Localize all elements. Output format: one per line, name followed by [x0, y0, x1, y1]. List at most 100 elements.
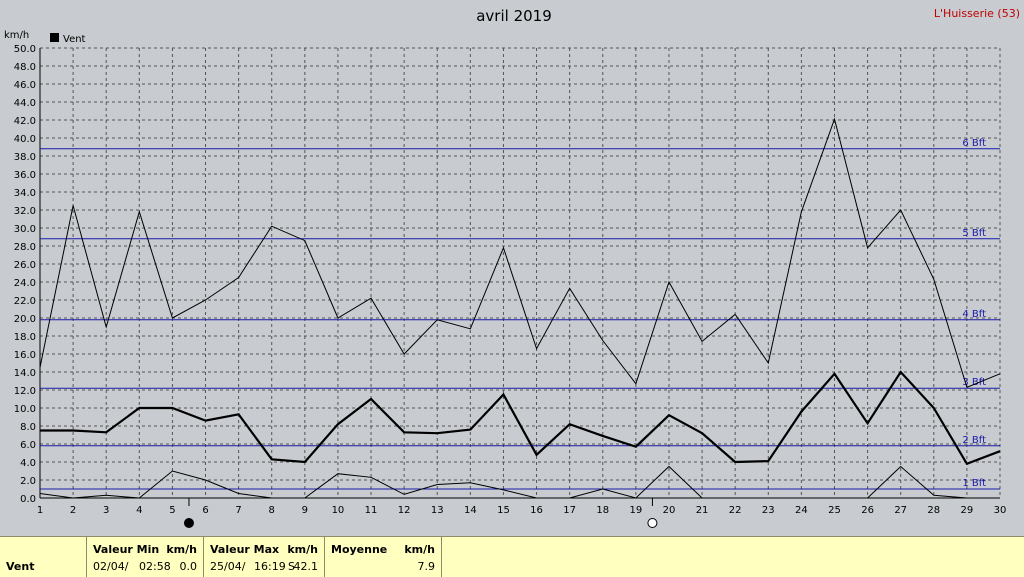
- x-tick-label: 25: [828, 505, 841, 516]
- y-tick-label: 28.0: [14, 242, 36, 253]
- beaufort-label: 2 Bft: [962, 435, 986, 446]
- x-tick-labels: 1 2 3 4 5 6 7 8 9 10 11 12 13 14 15 16 17 18 19 20 21 22 23 24 2…: [37, 505, 1007, 516]
- y-tick-label: 32.0: [14, 206, 36, 217]
- y-tick-label: 46.0: [14, 80, 36, 91]
- y-tick-label: 24.0: [14, 278, 36, 289]
- x-tick-label: 9: [302, 505, 308, 516]
- x-tick-label: 20: [663, 505, 676, 516]
- beaufort-label: 3 Bft: [962, 377, 986, 388]
- grid: [39, 47, 1001, 499]
- wind-chart: 1 Bft 2 Bft 3 Bft 4 Bft 5 Bft 6 Bft 0.0 2.0 4.0…: [4, 7, 1020, 528]
- x-tick-label: 4: [136, 505, 142, 516]
- x-tick-label: 2: [70, 505, 76, 516]
- x-tick-label: 28: [927, 505, 940, 516]
- y-tick-label: 44.0: [14, 98, 36, 109]
- x-tick-label: 5: [169, 505, 175, 516]
- beaufort-lines: 1 Bft 2 Bft 3 Bft 4 Bft 5 Bft 6 Bft: [40, 138, 1000, 490]
- full-moon-icon: [647, 518, 658, 528]
- legend-swatch: [50, 33, 59, 42]
- y-tick-labels: 0.0 2.0 4.0 6.0 8.0 10.0 12.0 14.0 16.0 18.0 20.0 2…: [14, 44, 36, 505]
- max-time: 16:19: [254, 560, 286, 573]
- beaufort-label: 1 Bft: [962, 478, 986, 489]
- y-tick-label: 6.0: [20, 440, 36, 451]
- beaufort-label: 6 Bft: [962, 138, 986, 149]
- new-moon-icon: [183, 518, 194, 528]
- chart-title: avril 2019: [476, 7, 552, 25]
- x-tick-label: 27: [894, 505, 907, 516]
- footer-label-cell: Vent: [0, 537, 87, 577]
- y-tick-label: 38.0: [14, 152, 36, 163]
- max-header: Valeur Max: [210, 543, 280, 556]
- y-tick-label: 10.0: [14, 404, 36, 415]
- plot-background: [40, 48, 1000, 498]
- x-tick-label: 23: [762, 505, 775, 516]
- y-tick-label: 36.0: [14, 170, 36, 181]
- max-direction: S: [288, 560, 295, 573]
- legend-label: Vent: [63, 34, 86, 45]
- x-tick-label: 10: [332, 505, 345, 516]
- x-tick-label: 14: [464, 505, 477, 516]
- max-value: 42.1: [293, 560, 319, 573]
- series-line-min: [39, 465, 1000, 499]
- x-tick-label: 7: [235, 505, 241, 516]
- y-tick-label: 22.0: [14, 296, 36, 307]
- max-date: 25/04/: [210, 560, 246, 573]
- y-tick-label: 14.0: [14, 368, 36, 379]
- series-line-mean: [40, 370, 1001, 466]
- x-tick-label: 24: [795, 505, 808, 516]
- footer-mean-cell: Moyenne km/h 7.9: [325, 537, 442, 577]
- x-tick-label: 21: [696, 505, 709, 516]
- y-tick-label: 2.0: [20, 476, 36, 487]
- x-tick-label: 8: [269, 505, 275, 516]
- max-unit: km/h: [287, 543, 318, 556]
- x-tick-label: 3: [103, 505, 109, 516]
- x-tick-label: 12: [398, 505, 411, 516]
- mean-header: Moyenne: [331, 543, 388, 556]
- x-tick-label: 6: [202, 505, 208, 516]
- y-tick-label: 18.0: [14, 332, 36, 343]
- y-tick-label: 30.0: [14, 224, 36, 235]
- y-tick-label: 48.0: [14, 62, 36, 73]
- beaufort-label: 5 Bft: [962, 228, 986, 239]
- x-tick-label: 1: [37, 505, 43, 516]
- x-tick-label: 13: [431, 505, 444, 516]
- y-tick-label: 4.0: [20, 458, 36, 469]
- x-tick-label: 11: [365, 505, 378, 516]
- moon-phases: [183, 498, 658, 528]
- y-tick-label: 20.0: [14, 314, 36, 325]
- y-tick-label: 16.0: [14, 350, 36, 361]
- location-label: L'Huisserie (53): [934, 7, 1020, 20]
- y-tick-label: 50.0: [14, 44, 36, 55]
- min-header: Valeur Min: [93, 543, 160, 556]
- footer-row-label: Vent: [6, 560, 35, 573]
- mean-unit: km/h: [404, 543, 435, 556]
- min-value: 0.0: [179, 560, 198, 573]
- x-tick-label: 16: [530, 505, 543, 516]
- stats-footer: Vent Valeur Min km/h 02/04/ 02:58 0.0 Va…: [0, 536, 1024, 577]
- y-tick-label: 12.0: [14, 386, 36, 397]
- min-date: 02/04/: [93, 560, 129, 573]
- footer-min-cell: Valeur Min km/h 02/04/ 02:58 0.0: [87, 537, 204, 577]
- x-tick-label: 17: [563, 505, 576, 516]
- y-tick-label: 8.0: [20, 422, 36, 433]
- x-tick-label: 19: [629, 505, 642, 516]
- series-lines: [39, 117, 1001, 499]
- x-tick-label: 29: [961, 505, 974, 516]
- min-unit: km/h: [166, 543, 197, 556]
- min-time: 02:58: [139, 560, 171, 573]
- y-axis-label: km/h: [4, 30, 29, 41]
- y-tick-label: 42.0: [14, 116, 36, 127]
- y-tick-label: 34.0: [14, 188, 36, 199]
- x-tick-label: 18: [596, 505, 609, 516]
- x-tick-label: 15: [497, 505, 510, 516]
- x-tick-label: 22: [729, 505, 742, 516]
- mean-value: 7.9: [417, 560, 436, 573]
- footer-max-cell: Valeur Max km/h 25/04/ 16:19 S 42.1: [204, 537, 325, 577]
- beaufort-label: 4 Bft: [962, 309, 986, 320]
- y-tick-label: 26.0: [14, 260, 36, 271]
- x-tick-label: 26: [861, 505, 874, 516]
- y-tick-label: 0.0: [20, 494, 36, 505]
- series-line-max: [39, 117, 1001, 388]
- y-tick-label: 40.0: [14, 134, 36, 145]
- x-tick-label: 30: [994, 505, 1007, 516]
